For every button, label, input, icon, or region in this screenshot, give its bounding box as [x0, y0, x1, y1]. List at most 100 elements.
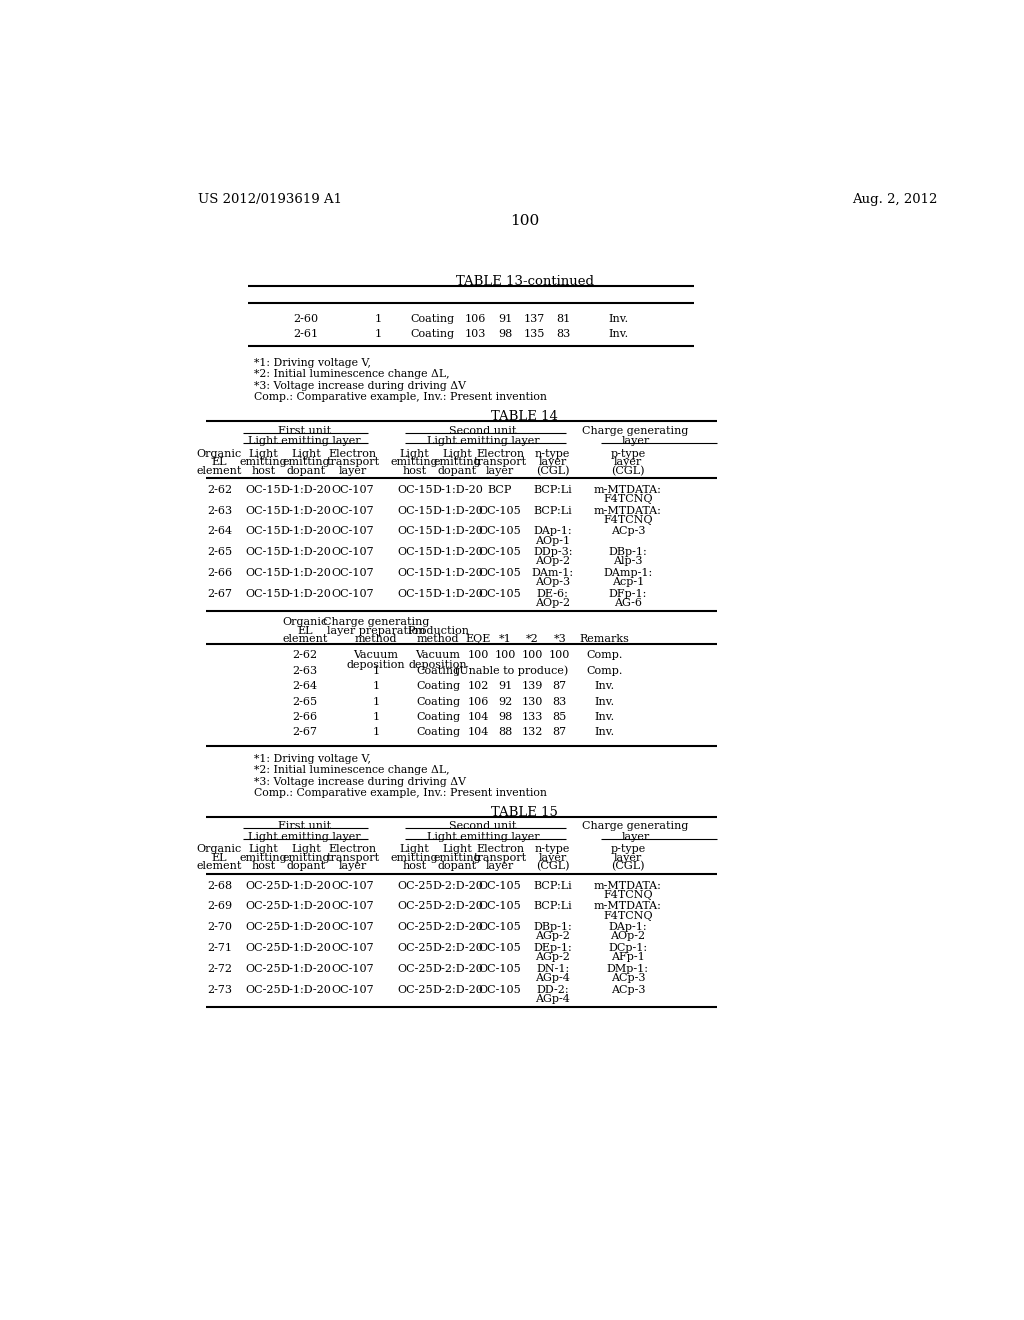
Text: transport: transport [473, 457, 526, 467]
Text: *3: *3 [553, 635, 566, 644]
Text: AOp-1: AOp-1 [536, 536, 570, 545]
Text: 104: 104 [468, 711, 489, 722]
Text: D-1:D-20: D-1:D-20 [281, 484, 332, 495]
Text: Light emitting layer: Light emitting layer [427, 832, 540, 842]
Text: 1: 1 [373, 697, 380, 706]
Text: OC-15: OC-15 [246, 527, 282, 536]
Text: D-1:D-20: D-1:D-20 [281, 923, 332, 932]
Text: OC-107: OC-107 [332, 985, 374, 994]
Text: OC-15: OC-15 [397, 548, 432, 557]
Text: dopant: dopant [438, 466, 477, 475]
Text: BCP: BCP [487, 484, 512, 495]
Text: Charge generating: Charge generating [583, 821, 689, 832]
Text: p-type: p-type [610, 845, 645, 854]
Text: transport: transport [473, 853, 526, 863]
Text: 2-65: 2-65 [207, 548, 232, 557]
Text: dopant: dopant [287, 862, 326, 871]
Text: Coating: Coating [416, 681, 460, 692]
Text: OC-107: OC-107 [332, 527, 374, 536]
Text: element: element [282, 635, 328, 644]
Text: host: host [252, 862, 275, 871]
Text: OC-105: OC-105 [478, 942, 521, 953]
Text: 100: 100 [510, 214, 540, 228]
Text: OC-105: OC-105 [478, 880, 521, 891]
Text: Light: Light [442, 449, 472, 458]
Text: emitting: emitting [391, 853, 438, 863]
Text: (CGL): (CGL) [536, 466, 569, 477]
Text: Comp.: Comparative example, Inv.: Present invention: Comp.: Comparative example, Inv.: Presen… [254, 392, 547, 403]
Text: DMp-1:: DMp-1: [607, 964, 649, 974]
Text: D-1:D-20: D-1:D-20 [432, 589, 482, 599]
Text: ACp-3: ACp-3 [610, 527, 645, 536]
Text: n-type: n-type [535, 845, 570, 854]
Text: ACp-3: ACp-3 [610, 973, 645, 983]
Text: 83: 83 [553, 697, 567, 706]
Text: OC-107: OC-107 [332, 568, 374, 578]
Text: 1: 1 [373, 711, 380, 722]
Text: OC-15: OC-15 [397, 484, 432, 495]
Text: OC-105: OC-105 [478, 568, 521, 578]
Text: DDp-3:: DDp-3: [532, 548, 572, 557]
Text: Organic: Organic [282, 618, 328, 627]
Text: 1: 1 [373, 681, 380, 692]
Text: F4TCNQ: F4TCNQ [603, 911, 652, 920]
Text: 2-70: 2-70 [207, 923, 232, 932]
Text: US 2012/0193619 A1: US 2012/0193619 A1 [198, 193, 342, 206]
Text: layer: layer [539, 853, 567, 863]
Text: 85: 85 [553, 711, 567, 722]
Text: emitting: emitting [240, 457, 288, 467]
Text: transport: transport [327, 457, 379, 467]
Text: Coating: Coating [416, 697, 460, 706]
Text: DBp-1:: DBp-1: [534, 923, 572, 932]
Text: Light emitting layer: Light emitting layer [427, 437, 540, 446]
Text: OC-107: OC-107 [332, 902, 374, 911]
Text: emitting: emitting [433, 853, 481, 863]
Text: Coating: Coating [411, 314, 455, 323]
Text: (CGL): (CGL) [611, 862, 645, 871]
Text: 91: 91 [499, 681, 513, 692]
Text: OC-25: OC-25 [246, 902, 282, 911]
Text: OC-25: OC-25 [397, 942, 432, 953]
Text: AGp-2: AGp-2 [536, 952, 570, 962]
Text: 88: 88 [499, 727, 513, 738]
Text: Production: Production [407, 626, 469, 636]
Text: Light: Light [442, 845, 472, 854]
Text: 102: 102 [468, 681, 489, 692]
Text: AOp-2: AOp-2 [536, 598, 570, 609]
Text: OC-25: OC-25 [397, 964, 432, 974]
Text: 2-61: 2-61 [294, 330, 318, 339]
Text: AGp-2: AGp-2 [536, 932, 570, 941]
Text: OC-105: OC-105 [478, 902, 521, 911]
Text: D-1:D-20: D-1:D-20 [281, 985, 332, 994]
Text: F4TCNQ: F4TCNQ [603, 515, 652, 525]
Text: 2-65: 2-65 [292, 697, 317, 706]
Text: 100: 100 [495, 651, 516, 660]
Text: method: method [354, 635, 397, 644]
Text: p-type: p-type [610, 449, 645, 458]
Text: layer: layer [539, 457, 567, 467]
Text: Light: Light [400, 845, 430, 854]
Text: 133: 133 [522, 711, 544, 722]
Text: 2-63: 2-63 [292, 665, 317, 676]
Text: OC-25: OC-25 [397, 880, 432, 891]
Text: Light emitting layer: Light emitting layer [249, 832, 361, 842]
Text: *2: Initial luminescence change ΔL,: *2: Initial luminescence change ΔL, [254, 370, 450, 379]
Text: BCP:Li: BCP:Li [534, 902, 572, 911]
Text: D-1:D-20: D-1:D-20 [281, 942, 332, 953]
Text: EL: EL [212, 457, 227, 467]
Text: Electron: Electron [329, 449, 377, 458]
Text: layer: layer [622, 832, 650, 842]
Text: 2-69: 2-69 [207, 902, 232, 911]
Text: AFp-1: AFp-1 [611, 952, 645, 962]
Text: OC-15: OC-15 [397, 527, 432, 536]
Text: 103: 103 [465, 330, 485, 339]
Text: (Unable to produce): (Unable to produce) [455, 665, 568, 676]
Text: 130: 130 [522, 697, 544, 706]
Text: 81: 81 [556, 314, 570, 323]
Text: Light: Light [400, 449, 430, 458]
Text: OC-105: OC-105 [478, 964, 521, 974]
Text: DEp-1:: DEp-1: [534, 942, 572, 953]
Text: OC-15: OC-15 [246, 568, 282, 578]
Text: m-MTDATA:: m-MTDATA: [594, 902, 662, 911]
Text: OC-25: OC-25 [246, 964, 282, 974]
